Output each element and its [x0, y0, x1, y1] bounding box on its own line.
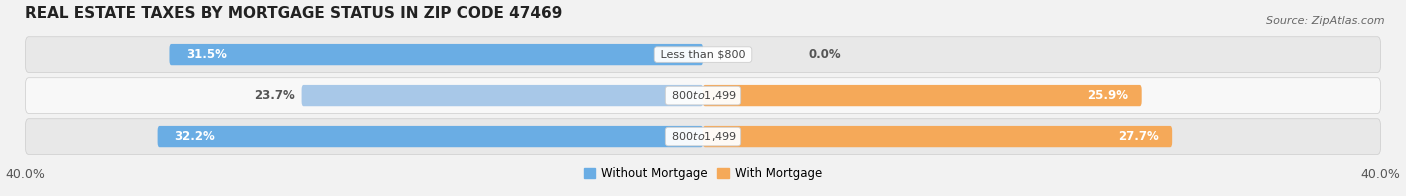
FancyBboxPatch shape [703, 126, 1173, 147]
FancyBboxPatch shape [25, 119, 1381, 154]
Text: 25.9%: 25.9% [1087, 89, 1128, 102]
Text: 32.2%: 32.2% [174, 130, 215, 143]
Text: 23.7%: 23.7% [254, 89, 295, 102]
Text: $800 to $1,499: $800 to $1,499 [668, 130, 738, 143]
Text: Less than $800: Less than $800 [657, 50, 749, 60]
FancyBboxPatch shape [703, 85, 1142, 106]
FancyBboxPatch shape [25, 78, 1381, 113]
FancyBboxPatch shape [170, 44, 703, 65]
Text: Source: ZipAtlas.com: Source: ZipAtlas.com [1267, 16, 1385, 26]
Text: 31.5%: 31.5% [187, 48, 228, 61]
FancyBboxPatch shape [25, 37, 1381, 72]
FancyBboxPatch shape [157, 126, 703, 147]
Text: $800 to $1,499: $800 to $1,499 [668, 89, 738, 102]
Text: 0.0%: 0.0% [808, 48, 841, 61]
FancyBboxPatch shape [301, 85, 703, 106]
Text: 27.7%: 27.7% [1118, 130, 1159, 143]
Text: REAL ESTATE TAXES BY MORTGAGE STATUS IN ZIP CODE 47469: REAL ESTATE TAXES BY MORTGAGE STATUS IN … [25, 5, 562, 21]
Legend: Without Mortgage, With Mortgage: Without Mortgage, With Mortgage [579, 162, 827, 184]
